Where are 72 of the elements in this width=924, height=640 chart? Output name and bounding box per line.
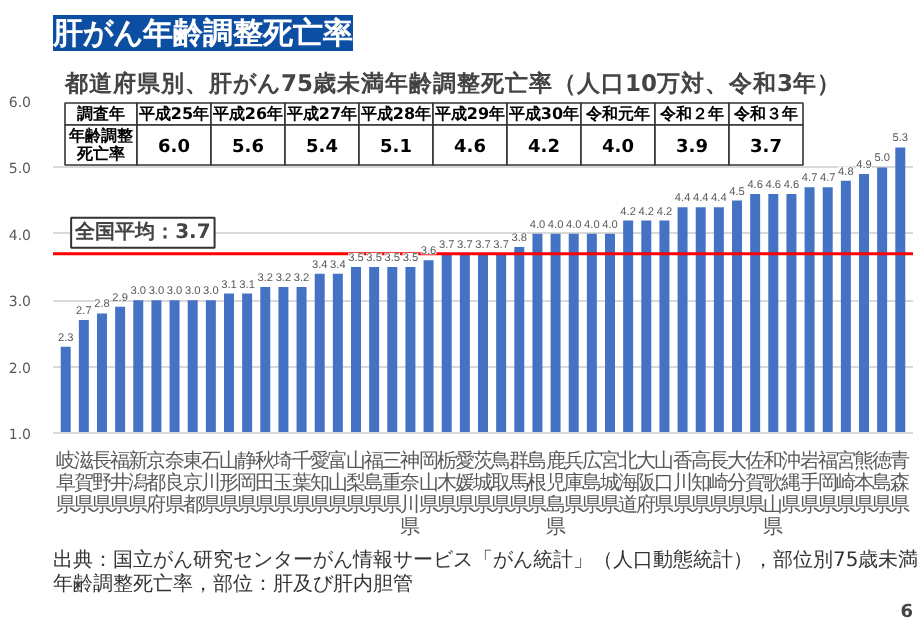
x-tick-label: 大分県: [727, 449, 748, 517]
x-tick-label: 長崎県: [708, 451, 729, 517]
text: 4.0: [602, 138, 634, 158]
x-tick-label: 鳥取県: [489, 449, 512, 517]
x-tick-label: 宮崎県: [835, 449, 856, 517]
category-label: 令和２年: [658, 105, 724, 123]
x-tick-label: 東京都: [182, 449, 203, 517]
x-tick-label: 愛知県: [309, 449, 330, 517]
x-tick-label: 山口県: [654, 449, 675, 517]
x-tick-label: 新潟県: [128, 449, 149, 517]
x-tick-label: 岐阜県: [55, 449, 76, 517]
x-tick-label: 山形県: [218, 449, 239, 517]
category-label: 平成30年: [506, 105, 580, 123]
chart-subtitle: 都道府県別、肝がん75歳未満年齢調整死亡率（人口10万対、令和3年）: [63, 69, 842, 97]
x-tick-label: 福岡県: [817, 449, 838, 517]
x-tick-label: 埼玉県: [271, 449, 294, 517]
x-tick-label: 宮城県: [598, 449, 620, 517]
x-tick-label: 京都府: [146, 449, 167, 517]
category-label: 令和３年: [732, 105, 798, 123]
x-tick-label: 愛媛県: [454, 449, 475, 517]
text: 5.4: [306, 138, 338, 158]
x-tick-label: 長野県: [91, 451, 112, 517]
text: 4.6: [454, 138, 486, 158]
x-tick-label: 神奈川県: [400, 449, 421, 539]
x-tick-label: 鹿児島県: [545, 449, 566, 539]
source-note: 出典：国立がん研究センターがん情報サービス「がん統計」（人口動態統計），部位別75歳未満年齢調整死亡率，部位：肝及び肝内胆管: [53, 547, 919, 596]
text: 5.1: [380, 138, 412, 158]
x-tick-label: 和歌山県: [763, 449, 784, 539]
x-tick-label: 徳島県: [872, 451, 893, 517]
x-tick-label: 石川県: [200, 451, 221, 517]
category-label: 平成27年: [284, 105, 358, 123]
x-tick-label: 富山県: [327, 449, 348, 517]
x-tick-label: 青森県: [890, 449, 911, 517]
x-tick-label: 高知県: [690, 449, 711, 517]
category-label: 平成26年: [210, 105, 284, 123]
x-tick-label: 香川県: [672, 449, 693, 517]
x-tick-label: 熊本県: [854, 449, 875, 517]
text: 4.2: [528, 138, 560, 158]
x-tick-label: 兵庫県: [563, 449, 584, 517]
x-tick-label: 北海道: [618, 449, 639, 517]
x-tick-label: 群馬県: [507, 449, 530, 517]
text: 3.7: [750, 138, 782, 158]
category-label: 令和元年: [584, 105, 650, 123]
x-tick-label: 栃木県: [436, 449, 457, 517]
x-tick-label: 静岡県: [237, 449, 258, 517]
x-tick-label: 山梨県: [346, 449, 366, 517]
chart-title: 肝がん年齢調整死亡率: [51, 15, 353, 51]
category-label: 平成28年: [358, 105, 432, 123]
x-tick-label: 千葉県: [291, 449, 312, 517]
x-tick-label: 佐賀県: [745, 451, 766, 517]
x-tick-label: 福島県: [364, 449, 385, 517]
category-label: 平成29年: [432, 105, 506, 123]
x-tick-label: 三重県: [382, 451, 403, 517]
x-tick-label: 島根県: [527, 449, 548, 517]
text: 3.9: [676, 138, 708, 158]
x-tick-label: 大阪府: [636, 449, 657, 517]
x-tick-label: 岩手県: [799, 449, 820, 517]
text: 年齢調整死亡率: [67, 126, 135, 164]
text: 5.6: [232, 138, 264, 158]
ref-line-label: 全国平均：3.7: [73, 219, 211, 244]
x-tick-label: 福井県: [110, 449, 131, 517]
text: 調査年: [77, 105, 125, 123]
text: 6.0: [158, 138, 190, 158]
x-tick-label: 滋賀県: [73, 449, 94, 517]
x-tick-label: 奈良県: [164, 451, 185, 517]
text: 6: [900, 603, 914, 623]
x-tick-label: 岡山県: [418, 451, 439, 517]
x-tick-label: 秋田県: [255, 449, 276, 517]
x-tick-label: 沖縄県: [779, 449, 802, 517]
x-tick-label: 茨城県: [471, 449, 493, 517]
category-label: 平成25年: [136, 105, 210, 123]
x-tick-label: 広島県: [581, 449, 602, 517]
